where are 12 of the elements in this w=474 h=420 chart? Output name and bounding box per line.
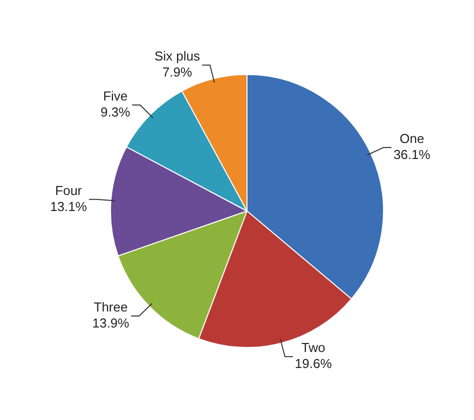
slice-label: Five: [103, 88, 128, 104]
data-label: 19.6%: [294, 356, 332, 372]
data-label: 9.3%: [100, 104, 131, 120]
slice-label: Two: [301, 340, 326, 356]
data-label: 13.9%: [92, 316, 130, 331]
data-label: 13.1%: [50, 198, 88, 214]
slice-label: Six plus: [154, 48, 200, 64]
data-label: 36.1%: [393, 147, 431, 162]
slice-label: Four: [55, 182, 83, 198]
data-label: 7.9%: [162, 64, 192, 80]
slice-label: One: [400, 131, 424, 146]
slice-label: Three: [94, 300, 128, 315]
